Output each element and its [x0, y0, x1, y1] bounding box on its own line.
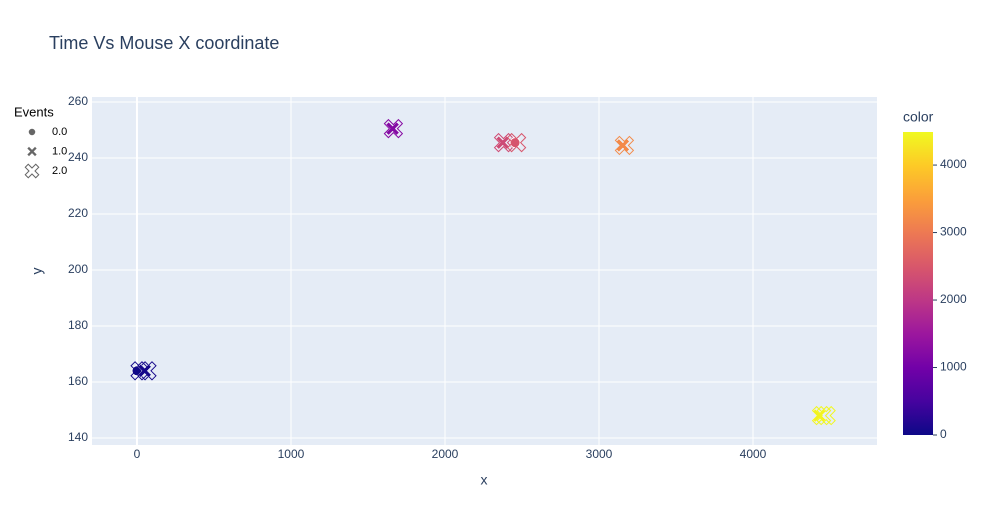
- legend-label: 0.0: [52, 126, 67, 138]
- x-tick-label: 3000: [586, 447, 613, 461]
- plot-area: [92, 97, 877, 445]
- colorbar-tick-label: 3000: [940, 225, 967, 239]
- x-tick-label: 4000: [740, 447, 767, 461]
- chart-title: Time Vs Mouse X coordinate: [49, 33, 279, 53]
- y-tick-label: 220: [68, 206, 88, 220]
- y-tick-label: 140: [68, 430, 88, 444]
- y-tick-label: 200: [68, 262, 88, 276]
- y-tick-label: 240: [68, 150, 88, 164]
- legend-symbol: [26, 146, 38, 157]
- legend-label: 2.0: [52, 165, 67, 177]
- point: [509, 137, 521, 149]
- point: [816, 405, 836, 426]
- colorbar-tick-label: 2000: [940, 292, 967, 306]
- y-tick-label: 160: [68, 374, 88, 388]
- legend-symbol: [24, 163, 40, 179]
- colorbar: [903, 132, 933, 435]
- x-tick-label: 1000: [278, 447, 305, 461]
- point: [385, 121, 400, 136]
- y-tick-label: 260: [68, 94, 88, 108]
- colorbar-tick-label: 1000: [940, 360, 967, 374]
- point: [383, 118, 404, 139]
- legend-title: Events: [14, 104, 54, 119]
- colorbar-tick-label: 4000: [940, 157, 967, 171]
- point: [614, 135, 635, 156]
- point: [493, 132, 514, 153]
- x-axis-title: x: [481, 472, 488, 488]
- point: [811, 405, 832, 426]
- point: [506, 132, 527, 153]
- y-axis-title: y: [29, 268, 45, 275]
- legend-symbol: [27, 127, 37, 137]
- colorbar-tick-label: 0: [940, 427, 947, 441]
- point: [137, 361, 157, 381]
- legend-label: 1.0: [52, 145, 67, 157]
- point: [137, 363, 152, 378]
- colorbar-title: color: [903, 109, 934, 125]
- x-tick-label: 2000: [432, 447, 459, 461]
- x-tick-label: 0: [134, 447, 141, 461]
- y-tick-label: 180: [68, 318, 88, 332]
